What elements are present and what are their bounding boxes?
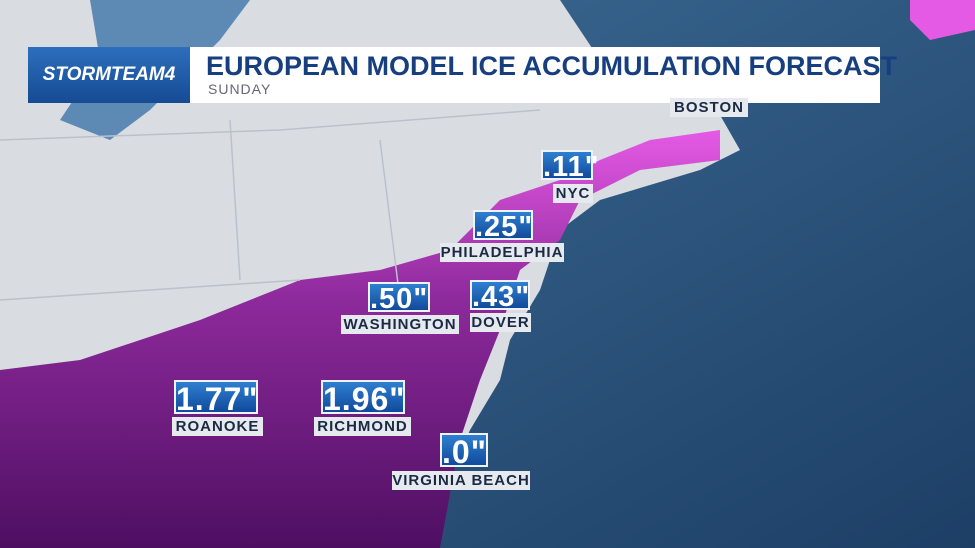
title: EUROPEAN MODEL ICE ACCUMULATION FORECAST — [206, 51, 898, 81]
header: STORMTEAM4 EUROPEAN MODEL ICE ACCUMULATI… — [28, 47, 897, 103]
ice-value: 1.77" — [174, 380, 259, 417]
ice-area — [0, 130, 720, 548]
city-name: WASHINGTON — [341, 315, 459, 334]
city-name: RICHMOND — [314, 417, 411, 436]
ice-value: .50" — [368, 282, 430, 315]
ice-value: .43" — [470, 280, 531, 313]
ice-value: .11" — [541, 150, 600, 183]
city-name: DOVER — [470, 313, 531, 332]
subtitle: SUNDAY — [208, 81, 272, 97]
ice-area — [910, 0, 975, 40]
city-name: PHILADELPHIA — [440, 243, 564, 262]
state-border — [0, 109, 541, 301]
city-name: NYC — [553, 184, 593, 203]
ice-value: 1.96" — [321, 380, 406, 417]
logo: STORMTEAM4 — [28, 47, 190, 103]
ice-value: .25" — [473, 210, 534, 243]
city-name: ROANOKE — [172, 417, 263, 436]
city-name: BOSTON — [670, 98, 748, 117]
ice-value: .0" — [440, 433, 488, 470]
city-name: VIRGINIA BEACH — [392, 471, 530, 490]
